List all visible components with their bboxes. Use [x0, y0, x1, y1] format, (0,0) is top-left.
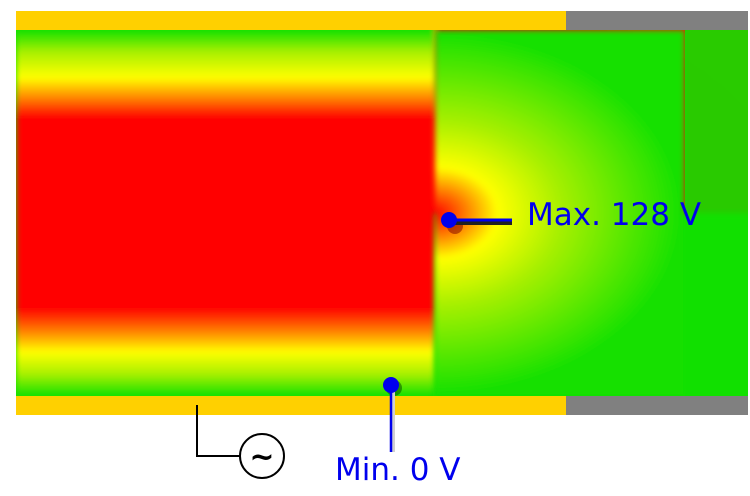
bottom-electrode	[16, 396, 566, 415]
ac-source-symbol: ~	[249, 440, 274, 475]
top-insulator	[566, 11, 748, 30]
min-voltage-label: Min. 0 V	[335, 452, 461, 488]
top-electrode	[16, 11, 566, 30]
min-probe-dot	[383, 377, 399, 393]
max-voltage-label: Max. 128 V	[527, 197, 702, 233]
min-probe	[383, 377, 402, 452]
max-probe-dot	[441, 212, 457, 228]
ac-source-icon	[239, 433, 285, 479]
source-wire	[196, 405, 240, 457]
bottom-insulator	[566, 396, 748, 415]
max-probe	[441, 212, 512, 234]
